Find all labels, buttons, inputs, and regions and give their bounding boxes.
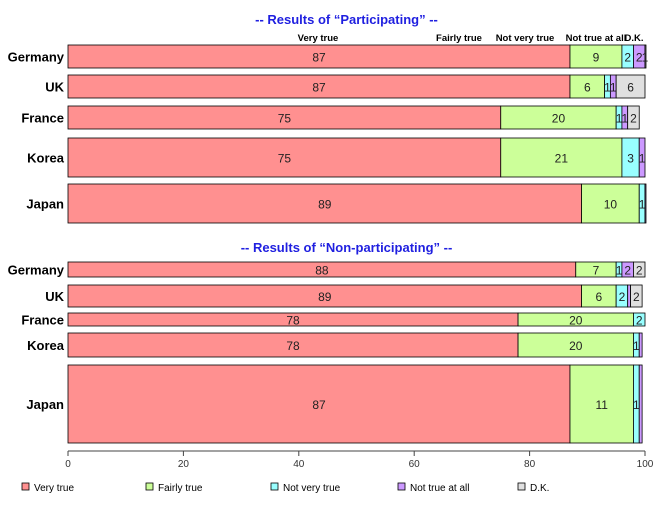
- legend-swatch: [145, 482, 154, 491]
- data-label: 89: [318, 198, 332, 212]
- data-label: 1: [642, 51, 649, 65]
- data-label: 2: [636, 51, 643, 65]
- data-label: 78: [286, 314, 300, 328]
- column-header: Very true: [298, 33, 339, 44]
- data-label: 2: [630, 112, 637, 126]
- data-label: 1: [604, 81, 611, 95]
- data-label: 87: [312, 81, 326, 95]
- data-label: 87: [312, 51, 326, 65]
- data-label: 1: [616, 112, 623, 126]
- data-label: 20: [552, 112, 566, 126]
- data-label: 2: [636, 264, 643, 278]
- category-label: UK: [45, 80, 64, 95]
- data-label: 2: [624, 51, 631, 65]
- bar-segment: [638, 137, 646, 178]
- x-tick-label: 40: [293, 459, 305, 470]
- data-label: 1: [610, 81, 617, 95]
- legend-swatch: [21, 482, 30, 491]
- legend-swatch: [270, 482, 279, 491]
- column-header: D.K.: [625, 33, 644, 44]
- bar-segment: [630, 284, 643, 308]
- data-label: 89: [318, 290, 332, 304]
- bar-segment: [67, 183, 582, 224]
- legend-swatch: [517, 482, 526, 491]
- legend-label: Not very true: [283, 483, 341, 494]
- data-label: 1: [639, 198, 646, 212]
- column-header: Not true at all: [566, 33, 627, 44]
- x-tick-label: 20: [178, 459, 190, 470]
- legend-label: Fairly true: [158, 483, 203, 494]
- panel-title: -- Results of “Participating” --: [255, 12, 438, 27]
- column-header: Not very true: [496, 33, 555, 44]
- data-label: 9: [593, 51, 600, 65]
- data-label: 2: [633, 290, 640, 304]
- bar-segment: [67, 137, 502, 178]
- data-label: 3: [627, 152, 634, 166]
- category-label: Japan: [26, 397, 64, 412]
- data-label: 2: [636, 314, 643, 328]
- data-label: 1: [633, 339, 640, 353]
- bar-segment: [644, 183, 647, 224]
- data-label: 11: [595, 398, 608, 412]
- data-label: 1: [639, 152, 646, 166]
- bar-segment: [569, 364, 634, 444]
- bar-segment: [615, 74, 646, 99]
- data-label: 75: [278, 112, 292, 126]
- category-label: UK: [45, 289, 64, 304]
- x-tick-label: 60: [409, 459, 421, 470]
- panel-title: -- Results of “Non-participating” --: [241, 240, 453, 255]
- data-label: 1: [616, 264, 623, 278]
- category-label: France: [21, 111, 64, 126]
- bar-segment: [500, 137, 623, 178]
- bar-segment: [67, 364, 571, 444]
- bar-segment: [633, 312, 646, 327]
- data-label: 88: [315, 264, 329, 278]
- category-label: France: [21, 313, 64, 328]
- category-label: Korea: [27, 151, 65, 166]
- data-label: 2: [624, 264, 631, 278]
- data-label: 10: [604, 198, 618, 212]
- data-label: 75: [278, 152, 292, 166]
- data-label: 1: [621, 112, 628, 126]
- bar-segment: [638, 364, 643, 444]
- category-label: Germany: [8, 263, 65, 278]
- bar-segment: [627, 105, 640, 130]
- data-label: 6: [627, 81, 634, 95]
- data-label: 6: [595, 290, 602, 304]
- x-tick-label: 80: [524, 459, 536, 470]
- bar-segment: [517, 332, 634, 358]
- data-label: 1: [633, 398, 640, 412]
- bar-segment: [633, 261, 646, 278]
- bar-segment: [638, 332, 643, 358]
- bar-segment: [581, 183, 640, 224]
- data-label: 2: [619, 290, 626, 304]
- legend-label: D.K.: [530, 483, 549, 494]
- column-header: Fairly true: [436, 33, 482, 44]
- category-label: Germany: [8, 50, 65, 65]
- data-label: 87: [312, 398, 326, 412]
- data-label: 7: [593, 264, 600, 278]
- data-label: 20: [569, 314, 583, 328]
- x-tick-label: 100: [637, 459, 654, 470]
- x-tick-label: 0: [65, 459, 71, 470]
- legend-swatch: [397, 482, 406, 491]
- category-label: Japan: [26, 197, 64, 212]
- bar-segment: [644, 44, 647, 69]
- data-label: 6: [584, 81, 591, 95]
- data-label: 21: [555, 152, 569, 166]
- legend-label: Very true: [34, 483, 74, 494]
- data-label: 78: [286, 339, 300, 353]
- bar-segment: [627, 284, 631, 308]
- legend-label: Not true at all: [410, 483, 469, 494]
- category-label: Korea: [27, 338, 65, 353]
- data-label: 20: [569, 339, 583, 353]
